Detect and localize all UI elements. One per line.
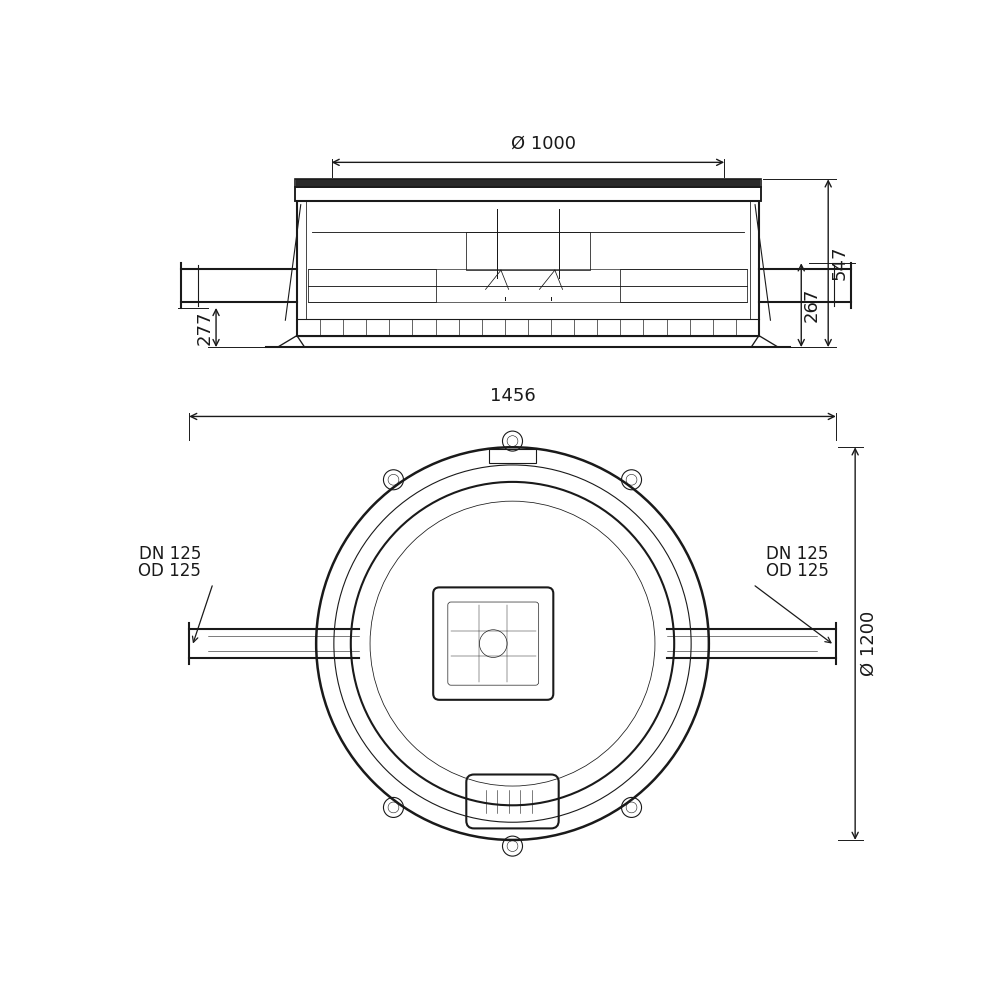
Text: Ø 1000: Ø 1000 xyxy=(511,135,576,153)
Bar xyxy=(489,449,536,463)
Text: 267: 267 xyxy=(802,288,820,322)
Text: OD 125: OD 125 xyxy=(766,562,829,580)
Text: DN 125: DN 125 xyxy=(139,545,201,563)
Text: 277: 277 xyxy=(196,310,214,345)
Bar xyxy=(297,201,759,336)
Bar xyxy=(620,269,747,302)
Text: DN 125: DN 125 xyxy=(766,545,829,563)
Bar xyxy=(308,269,436,302)
Text: Ø 1200: Ø 1200 xyxy=(860,611,878,676)
Bar xyxy=(296,179,760,187)
Bar xyxy=(295,187,761,201)
Text: 1456: 1456 xyxy=(490,387,535,405)
Bar xyxy=(466,232,590,270)
Bar xyxy=(295,179,761,187)
Text: OD 125: OD 125 xyxy=(138,562,201,580)
Text: 547: 547 xyxy=(831,246,849,280)
